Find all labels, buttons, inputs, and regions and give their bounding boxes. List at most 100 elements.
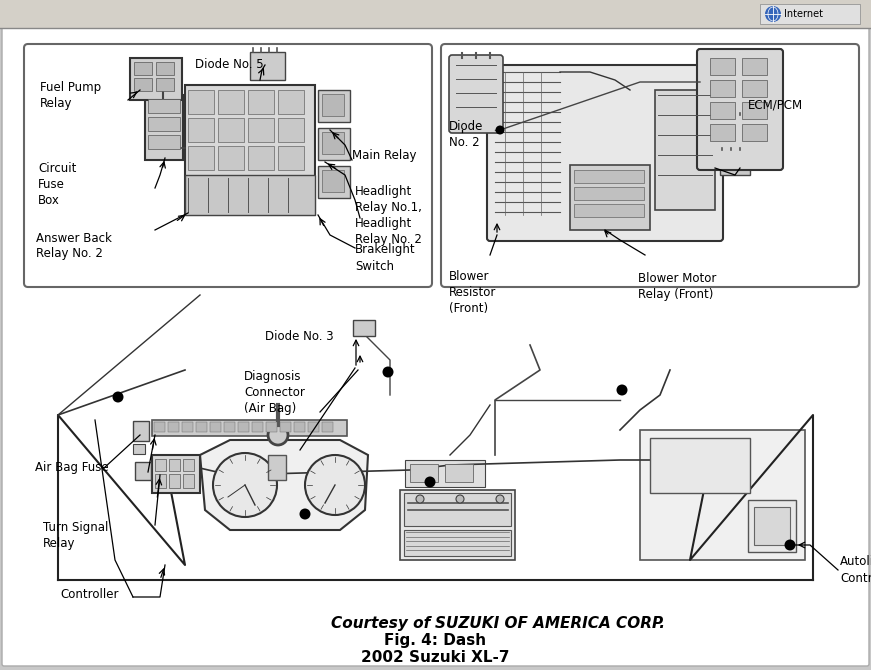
Bar — [322, 422, 333, 432]
Bar — [640, 430, 805, 560]
Text: 2002 Suzuki XL-7: 2002 Suzuki XL-7 — [361, 650, 510, 665]
Circle shape — [496, 495, 504, 503]
Bar — [210, 422, 221, 432]
Text: Answer Back
Relay No. 2: Answer Back Relay No. 2 — [36, 232, 111, 261]
Text: Main Relay: Main Relay — [352, 149, 416, 161]
Bar — [710, 80, 735, 97]
FancyBboxPatch shape — [441, 44, 859, 287]
Bar — [710, 124, 735, 141]
Bar — [574, 170, 644, 183]
Bar — [182, 422, 193, 432]
Bar — [650, 438, 750, 493]
Bar — [183, 459, 194, 471]
Bar — [318, 128, 350, 160]
Bar — [278, 90, 304, 114]
Bar — [742, 58, 767, 75]
Circle shape — [617, 385, 627, 395]
Bar — [0, 0, 871, 28]
Bar — [218, 90, 244, 114]
Bar — [655, 90, 715, 210]
Bar — [322, 94, 344, 116]
Text: Circuit
Fuse
Box: Circuit Fuse Box — [38, 163, 77, 208]
Bar — [169, 474, 180, 488]
Text: Fig. 4: Dash: Fig. 4: Dash — [384, 633, 486, 648]
Circle shape — [305, 455, 365, 515]
Circle shape — [456, 495, 464, 503]
FancyBboxPatch shape — [697, 49, 783, 170]
Circle shape — [765, 6, 781, 22]
Text: Diode
No. 2: Diode No. 2 — [449, 121, 483, 149]
Circle shape — [424, 476, 436, 488]
Bar — [308, 422, 319, 432]
Bar — [710, 58, 735, 75]
Bar — [156, 62, 174, 75]
Text: Diode No. 5: Diode No. 5 — [195, 58, 264, 72]
Bar — [238, 422, 249, 432]
Text: Internet: Internet — [784, 9, 823, 19]
Bar — [169, 459, 180, 471]
Bar — [133, 444, 145, 454]
Text: Controller: Controller — [60, 588, 118, 601]
Circle shape — [300, 509, 310, 519]
Text: Diagnosis
Connector
(Air Bag): Diagnosis Connector (Air Bag) — [244, 370, 305, 415]
Circle shape — [213, 453, 277, 517]
Bar — [574, 187, 644, 200]
Bar — [18, 295, 853, 580]
Bar — [188, 90, 214, 114]
Bar — [322, 132, 344, 154]
Bar — [760, 4, 860, 24]
Bar — [248, 118, 274, 142]
Bar — [152, 420, 347, 436]
Bar — [410, 464, 438, 482]
Bar — [148, 117, 180, 131]
Bar — [720, 150, 750, 175]
Bar — [266, 422, 277, 432]
FancyBboxPatch shape — [24, 44, 432, 287]
Circle shape — [785, 539, 795, 551]
Bar — [445, 464, 473, 482]
Bar — [154, 422, 165, 432]
Bar — [224, 422, 235, 432]
FancyBboxPatch shape — [2, 26, 869, 666]
Bar — [353, 320, 375, 336]
Bar — [742, 80, 767, 97]
FancyBboxPatch shape — [487, 65, 723, 241]
FancyBboxPatch shape — [449, 55, 503, 133]
Text: Brakelight
Switch: Brakelight Switch — [355, 243, 415, 273]
Text: Autolight
Controller: Autolight Controller — [840, 555, 871, 584]
Circle shape — [382, 366, 394, 377]
Bar — [574, 204, 644, 217]
Bar — [185, 85, 315, 215]
Bar — [268, 455, 286, 480]
Bar — [183, 474, 194, 488]
Bar — [152, 455, 200, 493]
Bar — [145, 95, 183, 160]
Bar — [322, 170, 344, 192]
Bar — [134, 62, 152, 75]
Bar — [720, 115, 750, 140]
Bar — [134, 78, 152, 91]
Text: Turn Signal
Relay: Turn Signal Relay — [43, 521, 108, 549]
Bar — [742, 124, 767, 141]
Bar — [742, 102, 767, 119]
Text: SUZUKI OF AMERICA CORP.: SUZUKI OF AMERICA CORP. — [435, 616, 665, 631]
Text: ECM/PCM: ECM/PCM — [748, 98, 803, 111]
Text: Headlight
Relay No.1,
Headlight
Relay No. 2: Headlight Relay No.1, Headlight Relay No… — [355, 184, 422, 245]
Bar — [135, 462, 151, 480]
Bar — [248, 90, 274, 114]
Bar — [570, 165, 650, 230]
Bar — [404, 530, 511, 556]
Bar — [278, 146, 304, 170]
Bar — [294, 422, 305, 432]
Bar — [252, 422, 263, 432]
Bar — [405, 460, 485, 487]
Circle shape — [416, 495, 424, 503]
Bar — [148, 99, 180, 113]
Bar — [248, 146, 274, 170]
Bar — [185, 175, 315, 215]
Bar — [404, 493, 511, 526]
Bar — [130, 58, 182, 100]
Bar — [250, 52, 285, 80]
Bar — [318, 166, 350, 198]
Bar — [218, 146, 244, 170]
